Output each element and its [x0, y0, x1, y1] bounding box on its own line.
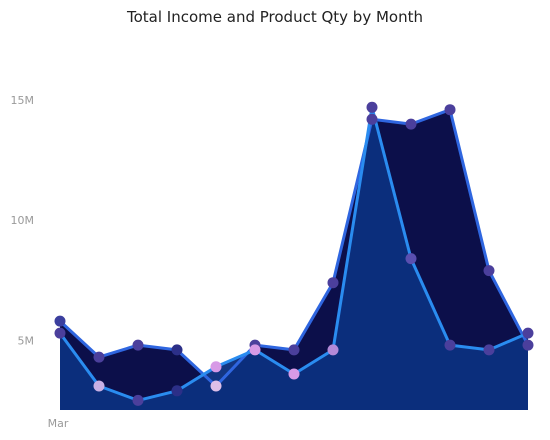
series-2-point: [522, 327, 534, 339]
series-2-point: [483, 344, 495, 356]
series-1-point: [405, 118, 417, 130]
y-tick-label: 5M: [18, 334, 35, 347]
series-2-point: [327, 344, 339, 356]
series-1-point: [522, 339, 534, 351]
series-1-point: [444, 104, 456, 116]
series-2-point: [288, 368, 300, 380]
chart-title: Total Income and Product Qty by Month: [126, 8, 423, 26]
series-1-point: [327, 277, 339, 289]
series-areas: [60, 107, 528, 411]
series-1-point: [93, 351, 105, 363]
series-2-point: [405, 253, 417, 265]
y-tick-label: 15M: [11, 94, 35, 107]
series-2-point: [366, 101, 378, 113]
series-2-point: [171, 385, 183, 397]
series-2-point: [93, 380, 105, 392]
series-2-area: [60, 107, 528, 411]
series-markers: [54, 101, 534, 406]
series-2-point: [249, 344, 261, 356]
series-2-point: [132, 394, 144, 406]
y-axis: 5M 10M 15M: [11, 94, 35, 347]
series-1-point: [54, 315, 66, 327]
series-1-point: [288, 344, 300, 356]
x-tick-label: Mar: [48, 417, 69, 430]
series-1-point: [483, 265, 495, 277]
series-1-point: [171, 344, 183, 356]
series-2-point: [210, 361, 222, 373]
series-1-point: [132, 339, 144, 351]
series-2-point: [54, 327, 66, 339]
y-tick-label: 10M: [11, 214, 35, 227]
series-1-point: [366, 113, 378, 125]
series-2-point: [444, 339, 456, 351]
series-1-point: [210, 380, 222, 392]
x-axis: Mar: [48, 417, 69, 430]
